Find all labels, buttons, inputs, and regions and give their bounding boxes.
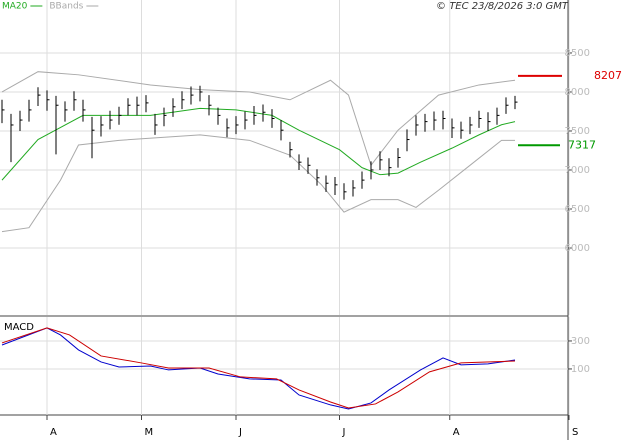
y-tick-label: 7500: [565, 126, 590, 137]
x-tick-label: S: [572, 427, 578, 438]
level-label: 8207: [594, 69, 622, 82]
level-label: 7317: [568, 138, 596, 151]
bband-lower: [1, 134, 515, 233]
y-tick-label: 100: [571, 364, 590, 375]
y-tick-label: 8000: [565, 87, 590, 98]
y-tick-label: 6500: [565, 204, 590, 215]
macd-line: [1, 327, 516, 410]
y-tick-label: 300: [571, 336, 590, 347]
x-tick-label: J: [342, 427, 346, 438]
legend-label: MA20: [2, 2, 28, 12]
legend-label: BBands: [49, 2, 83, 12]
x-tick-label: J: [238, 427, 242, 438]
credit: © TEC 23/8/2026 3:0 GMT: [436, 1, 569, 12]
x-tick-label: A: [50, 427, 57, 438]
y-tick-label: 6000: [565, 243, 590, 254]
bband-upper: [1, 71, 516, 167]
macd-line: [1, 327, 516, 409]
y-tick-label: 7000: [565, 165, 590, 176]
x-tick-label: M: [145, 427, 154, 438]
y-tick-label: 8500: [565, 48, 590, 59]
macd-label: MACD: [4, 322, 34, 333]
x-tick-label: A: [453, 427, 460, 438]
